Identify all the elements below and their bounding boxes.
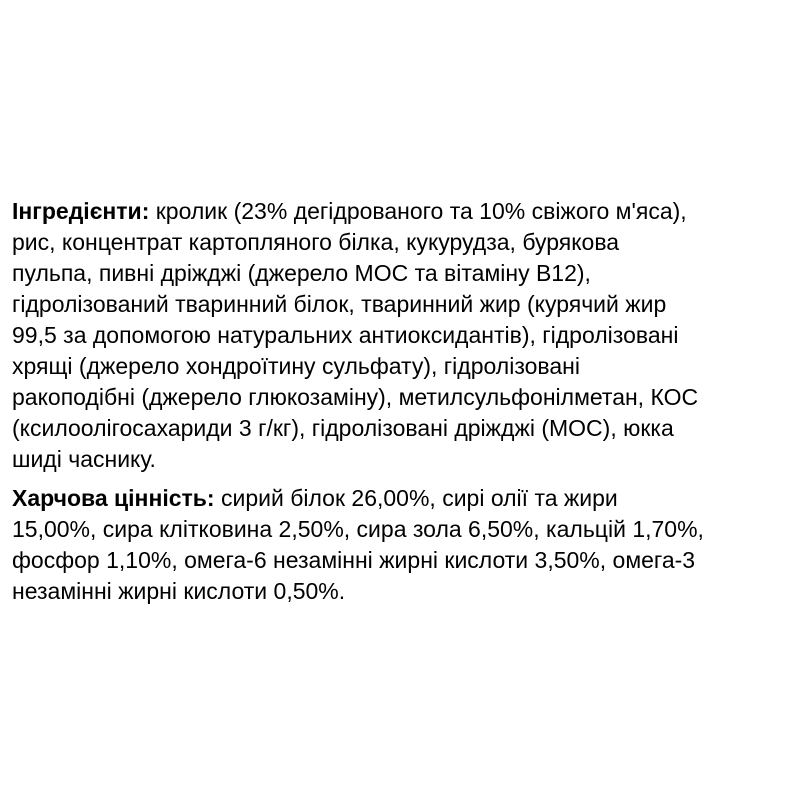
text-line: пульпа, пивні дріжджі (джерело МОС та ві… <box>12 260 591 286</box>
description-text-block: Інгредієнти: кролик (23% дегідрованого т… <box>12 196 792 607</box>
text-line: ракоподібні (джерело глюкозаміну), метил… <box>12 384 699 410</box>
text-line: фосфор 1,10%, омега-6 незамінні жирні ки… <box>12 547 696 573</box>
text-line: незамінні жирні кислоти 0,50%. <box>12 578 346 604</box>
text-line-content: кролик (23% дегідрованого та 10% свіжого… <box>149 198 687 224</box>
text-line-content: сирий білок 26,00%, сирі олії та жири <box>214 485 618 511</box>
nutrition-paragraph: Харчова цінність: сирий білок 26,00%, си… <box>12 483 792 607</box>
text-line: 15,00%, сира клітковина 2,50%, сира зола… <box>12 516 704 542</box>
text-line: гідролізований тваринний білок, тваринни… <box>12 291 667 317</box>
text-line: Інгредієнти: кролик (23% дегідрованого т… <box>12 196 792 227</box>
ingredients-label: Інгредієнти: <box>12 198 150 224</box>
text-line: (ксилоолігосахариди 3 г/кг), гідролізова… <box>12 415 674 441</box>
nutrition-label: Харчова цінність: <box>12 485 215 511</box>
text-line: хрящі (джерело хондроїтину сульфату), гі… <box>12 353 580 379</box>
text-line: шиді часнику. <box>12 446 156 472</box>
text-line: рис, концентрат картопляного білка, куку… <box>12 229 620 255</box>
text-line: Харчова цінність: сирий білок 26,00%, си… <box>12 483 792 514</box>
ingredients-paragraph: Інгредієнти: кролик (23% дегідрованого т… <box>12 196 792 475</box>
text-line: 99,5 за допомогою натуральних антиоксида… <box>12 322 679 348</box>
